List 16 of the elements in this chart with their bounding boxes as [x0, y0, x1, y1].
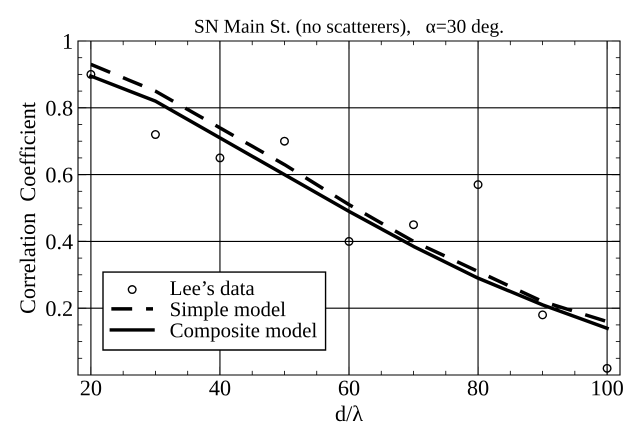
- legend-label: Simple model: [171, 302, 286, 321]
- legend-label: Lee’s data: [170, 280, 254, 296]
- y-tick-label: 0.8: [46, 100, 72, 116]
- chart-title: SN Main St. (no scatterers), α=30 deg.: [195, 19, 503, 37]
- y-tick-label: 1: [64, 34, 72, 49]
- legend-label: Composite model: [170, 322, 317, 342]
- x-tick-label: 60: [338, 380, 360, 396]
- y-tick-label: 0.4: [46, 234, 73, 250]
- x-tick-label: 20: [80, 380, 102, 396]
- x-axis-title: d/λ: [336, 405, 363, 422]
- x-tick-label: 80: [468, 380, 488, 396]
- y-axis-title: Correlation Coefficient: [19, 102, 36, 314]
- x-tick-label: 40: [209, 380, 230, 396]
- y-tick-label: 0.2: [46, 301, 72, 316]
- y-tick-label: 0.6: [46, 168, 72, 183]
- x-tick-label: 100: [592, 380, 623, 396]
